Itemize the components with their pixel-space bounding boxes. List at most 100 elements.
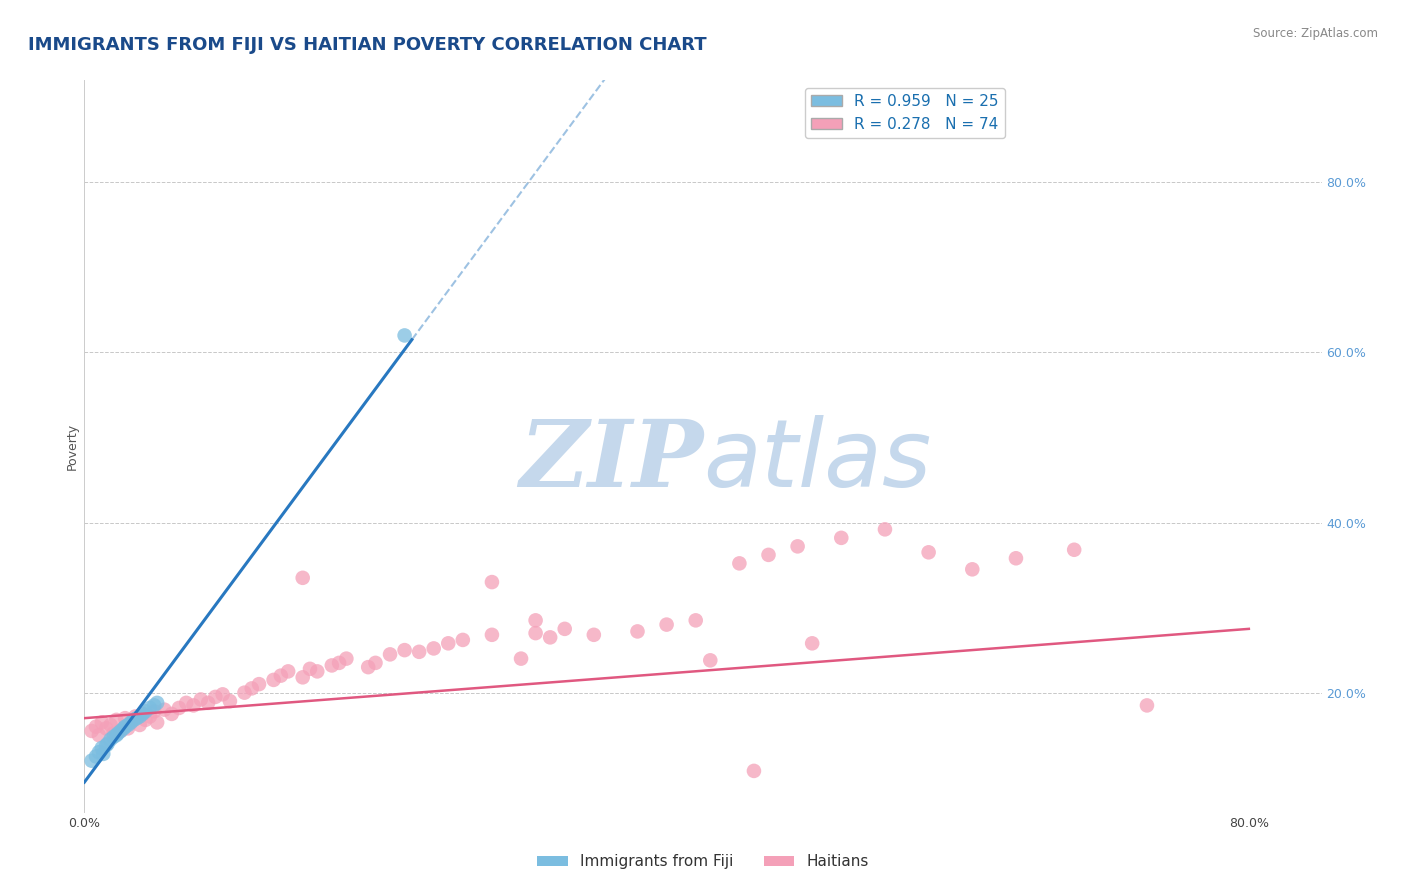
Point — [110, 723, 132, 738]
Point — [240, 681, 263, 696]
Point — [394, 328, 416, 343]
Point — [117, 718, 139, 732]
Point — [103, 730, 125, 744]
Point — [103, 726, 125, 740]
Point — [107, 726, 129, 740]
Point — [100, 718, 122, 732]
Point — [1005, 551, 1028, 566]
Point — [378, 648, 401, 662]
Y-axis label: Poverty: Poverty — [66, 423, 79, 469]
Point — [758, 548, 780, 562]
Point — [183, 698, 205, 713]
Point — [128, 709, 150, 723]
Point — [451, 632, 474, 647]
Point — [153, 703, 176, 717]
Point — [134, 713, 156, 727]
Point — [174, 696, 197, 710]
Point — [481, 628, 503, 642]
Point — [90, 715, 112, 730]
Point — [134, 704, 156, 718]
Point — [357, 660, 380, 674]
Text: Source: ZipAtlas.com: Source: ZipAtlas.com — [1253, 27, 1378, 40]
Point — [270, 668, 292, 682]
Point — [524, 613, 547, 627]
Point — [321, 658, 343, 673]
Point — [96, 722, 118, 736]
Point — [90, 740, 112, 755]
Point — [122, 713, 145, 727]
Point — [247, 677, 270, 691]
Point — [917, 545, 939, 559]
Point — [233, 686, 256, 700]
Point — [190, 692, 212, 706]
Point — [100, 732, 122, 747]
Point — [437, 636, 460, 650]
Point — [97, 737, 120, 751]
Point — [510, 651, 533, 665]
Point — [110, 723, 132, 738]
Text: atlas: atlas — [703, 415, 931, 506]
Point — [394, 643, 416, 657]
Point — [204, 690, 226, 704]
Point — [143, 704, 166, 718]
Point — [160, 706, 183, 721]
Point — [335, 651, 357, 665]
Point — [114, 711, 136, 725]
Point — [364, 656, 387, 670]
Point — [131, 706, 153, 721]
Point — [114, 720, 136, 734]
Point — [277, 665, 299, 679]
Point — [481, 575, 503, 590]
Point — [1136, 698, 1159, 713]
Point — [197, 696, 219, 710]
Point — [873, 522, 896, 536]
Point — [125, 711, 148, 725]
Point — [422, 641, 444, 656]
Point — [120, 715, 142, 730]
Legend: R = 0.959   N = 25, R = 0.278   N = 74: R = 0.959 N = 25, R = 0.278 N = 74 — [806, 88, 1005, 137]
Point — [263, 673, 285, 687]
Point — [143, 698, 166, 713]
Point — [408, 645, 430, 659]
Point — [307, 665, 329, 679]
Text: ZIP: ZIP — [519, 416, 703, 506]
Point — [124, 709, 146, 723]
Point — [80, 723, 103, 738]
Point — [1063, 542, 1085, 557]
Point — [146, 715, 169, 730]
Point — [91, 747, 114, 761]
Point — [211, 687, 233, 701]
Point — [742, 764, 765, 778]
Point — [524, 626, 547, 640]
Point — [699, 653, 721, 667]
Point — [685, 613, 707, 627]
Point — [96, 739, 118, 753]
Point — [626, 624, 648, 639]
Point — [84, 720, 107, 734]
Point — [801, 636, 824, 650]
Point — [219, 694, 242, 708]
Point — [291, 670, 314, 684]
Point — [105, 713, 128, 727]
Point — [655, 617, 678, 632]
Point — [120, 715, 142, 730]
Point — [139, 701, 162, 715]
Point — [139, 709, 162, 723]
Point — [538, 631, 561, 645]
Point — [328, 656, 350, 670]
Point — [117, 722, 139, 736]
Point — [105, 728, 128, 742]
Point — [112, 722, 135, 736]
Point — [167, 701, 190, 715]
Text: IMMIGRANTS FROM FIJI VS HAITIAN POVERTY CORRELATION CHART: IMMIGRANTS FROM FIJI VS HAITIAN POVERTY … — [28, 36, 707, 54]
Point — [80, 754, 103, 768]
Point — [298, 662, 321, 676]
Point — [554, 622, 576, 636]
Point — [786, 540, 808, 554]
Legend: Immigrants from Fiji, Haitians: Immigrants from Fiji, Haitians — [531, 848, 875, 875]
Point — [87, 745, 110, 759]
Point — [87, 728, 110, 742]
Point — [128, 718, 150, 732]
Point — [962, 562, 984, 576]
Point — [830, 531, 852, 545]
